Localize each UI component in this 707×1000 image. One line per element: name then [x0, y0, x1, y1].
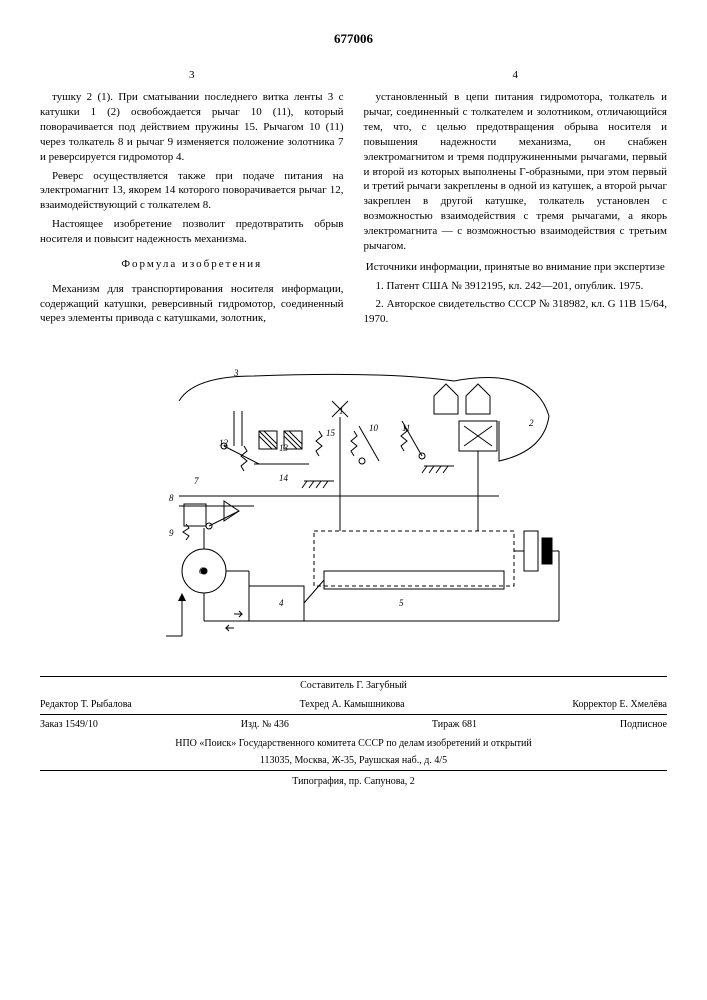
order: Заказ 1549/10 [40, 718, 98, 732]
svg-text:3: 3 [233, 368, 239, 378]
org: НПО «Поиск» Государственного комитета СС… [40, 735, 667, 753]
svg-text:7: 7 [194, 476, 199, 486]
izd: Изд. № 436 [241, 718, 289, 732]
svg-text:4: 4 [279, 598, 284, 608]
svg-text:9: 9 [169, 528, 174, 538]
footer-block: Составитель Г. Загубный Редактор Т. Рыба… [40, 676, 667, 771]
left-p4: Механизм для транспортирования носителя … [40, 282, 344, 327]
editor: Редактор Т. Рыбалова [40, 698, 132, 712]
svg-text:1: 1 [339, 406, 344, 416]
left-col-number: 3 [40, 68, 344, 83]
compiler: Составитель Г. Загубный [40, 677, 667, 695]
typography-line: Типография, пр. Сапунова, 2 [40, 775, 667, 789]
svg-text:14: 14 [279, 473, 289, 483]
svg-text:15: 15 [326, 428, 336, 438]
address: 113035, Москва, Ж-35, Раушская наб., д. … [40, 752, 667, 770]
source-2: 2. Авторское свидетельство СССР № 318982… [364, 297, 668, 327]
left-p1: тушку 2 (1). При сматывании последнего в… [40, 90, 344, 164]
right-col-number: 4 [364, 68, 668, 83]
right-column: 4 установленный в цепи питания гидромото… [364, 68, 668, 332]
tirazh: Тираж 681 [432, 718, 477, 732]
formula-title: Формула изобретения [40, 257, 344, 272]
corrector: Корректор Е. Хмелёва [572, 698, 667, 712]
svg-text:12: 12 [219, 438, 229, 448]
svg-text:11: 11 [402, 423, 410, 433]
sources-title: Источники информации, принятые во вниман… [364, 260, 668, 275]
text-columns: 3 тушку 2 (1). При сматывании последнего… [40, 68, 667, 332]
svg-text:5: 5 [399, 598, 404, 608]
schematic-diagram: 123456789101112131415 [40, 346, 667, 656]
left-p3: Настоящее изобретение позволит предотвра… [40, 217, 344, 247]
left-column: 3 тушку 2 (1). При сматывании последнего… [40, 68, 344, 332]
patent-number: 677006 [40, 30, 667, 48]
svg-text:10: 10 [369, 423, 379, 433]
svg-text:8: 8 [169, 493, 174, 503]
svg-text:2: 2 [529, 418, 534, 428]
svg-text:13: 13 [279, 443, 289, 453]
right-p1: установленный в цепи питания гидромотора… [364, 90, 668, 253]
podpisnoe: Подписное [620, 718, 667, 732]
svg-text:6: 6 [199, 566, 204, 576]
left-p2: Реверс осуществляется также при подаче п… [40, 169, 344, 214]
source-1: 1. Патент США № 3912195, кл. 242—201, оп… [364, 279, 668, 294]
techred: Техред А. Камышникова [300, 698, 405, 712]
